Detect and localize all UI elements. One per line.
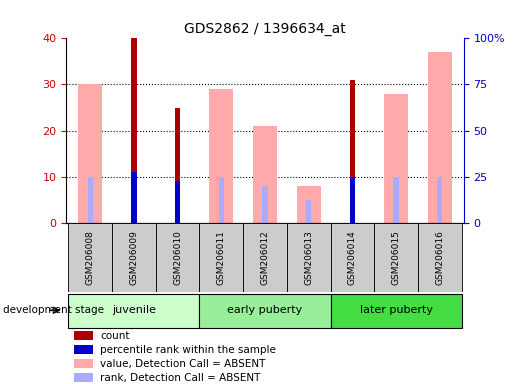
Bar <box>112 223 156 292</box>
Text: count: count <box>100 331 129 341</box>
Bar <box>331 223 374 292</box>
Text: GSM206014: GSM206014 <box>348 230 357 285</box>
Text: GSM206009: GSM206009 <box>129 230 138 285</box>
Text: later puberty: later puberty <box>359 305 432 315</box>
Bar <box>331 294 462 328</box>
Text: value, Detection Call = ABSENT: value, Detection Call = ABSENT <box>100 359 266 369</box>
Text: GSM206015: GSM206015 <box>392 230 401 285</box>
Bar <box>393 177 399 223</box>
Bar <box>297 186 321 223</box>
Text: GSM206012: GSM206012 <box>261 230 269 285</box>
Bar <box>199 223 243 292</box>
Text: early puberty: early puberty <box>227 305 303 315</box>
Bar <box>199 294 331 328</box>
Bar <box>209 89 233 223</box>
Bar <box>306 200 311 223</box>
Text: development stage: development stage <box>3 305 104 315</box>
Bar <box>350 177 355 223</box>
Bar <box>175 181 180 223</box>
Text: GSM206008: GSM206008 <box>86 230 95 285</box>
Bar <box>131 38 137 223</box>
Text: percentile rank within the sample: percentile rank within the sample <box>100 345 276 355</box>
Bar <box>374 223 418 292</box>
Bar <box>418 223 462 292</box>
Text: GSM206016: GSM206016 <box>435 230 444 285</box>
Bar <box>437 177 443 223</box>
Bar <box>350 80 355 223</box>
Bar <box>68 294 199 328</box>
Bar <box>243 223 287 292</box>
Bar <box>68 223 112 292</box>
Bar <box>74 345 93 354</box>
Bar <box>175 108 180 223</box>
Bar <box>156 223 199 292</box>
Text: GSM206011: GSM206011 <box>217 230 226 285</box>
Bar <box>287 223 331 292</box>
Bar <box>253 126 277 223</box>
Bar <box>428 52 452 223</box>
Bar <box>78 84 102 223</box>
Bar <box>384 94 408 223</box>
Bar <box>131 172 137 223</box>
Text: rank, Detection Call = ABSENT: rank, Detection Call = ABSENT <box>100 373 260 383</box>
Bar <box>74 373 93 382</box>
Bar <box>87 177 93 223</box>
Text: juvenile: juvenile <box>112 305 156 315</box>
Text: GSM206010: GSM206010 <box>173 230 182 285</box>
Bar <box>74 331 93 340</box>
Text: GSM206013: GSM206013 <box>304 230 313 285</box>
Bar <box>219 177 224 223</box>
Bar <box>74 359 93 368</box>
Bar <box>262 186 268 223</box>
Title: GDS2862 / 1396634_at: GDS2862 / 1396634_at <box>184 22 346 36</box>
